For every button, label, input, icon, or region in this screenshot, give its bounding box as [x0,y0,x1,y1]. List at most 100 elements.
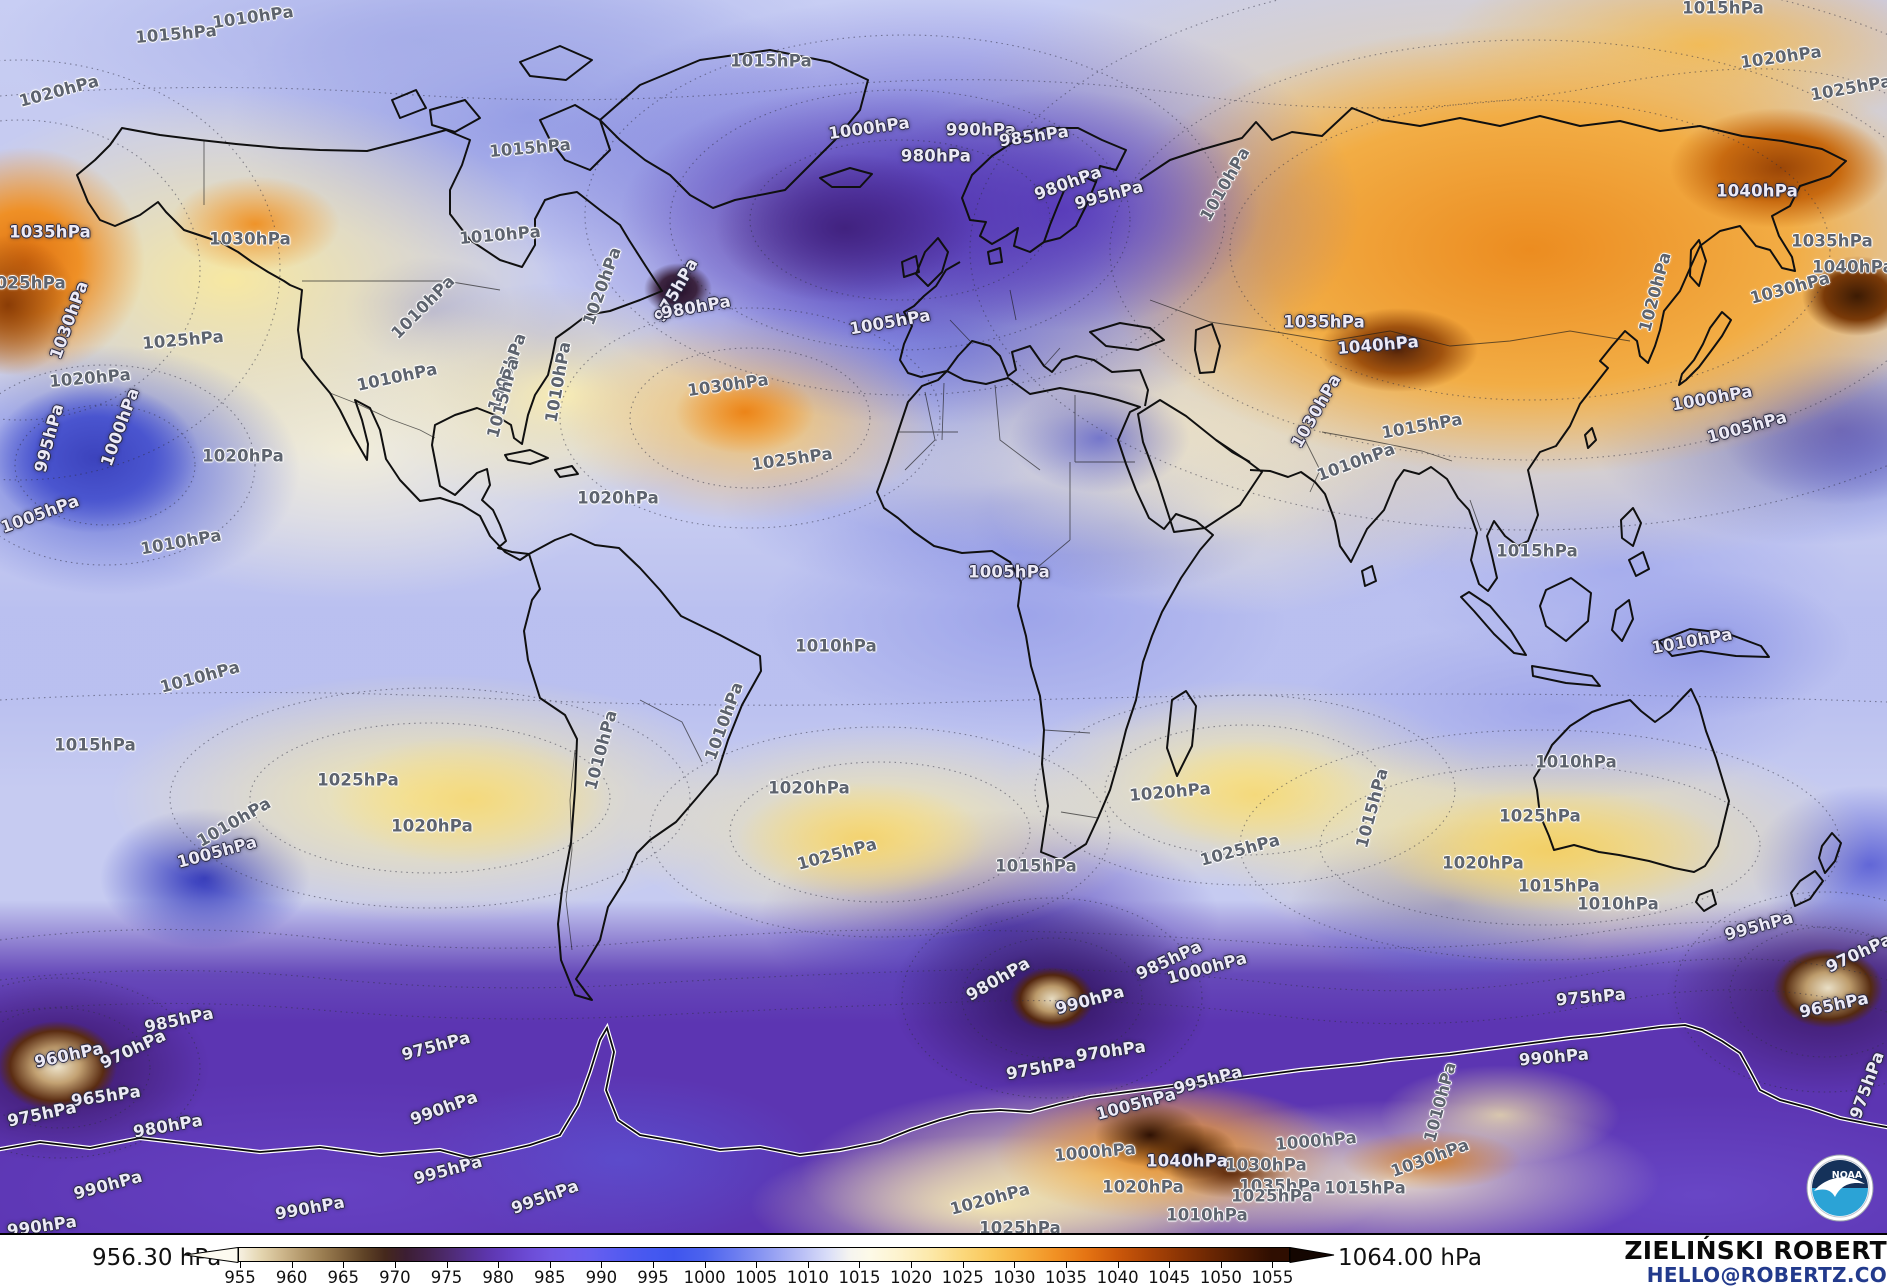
pressure-label: 1015hPa [1380,409,1464,443]
pressure-label: 1025hPa [141,326,225,354]
pressure-label: 1040hPa [1716,181,1798,201]
pressure-label: 1015hPa [1682,0,1764,18]
colorbar-tick-mark [240,1262,242,1268]
isobar-labels-layer: 1010hPa1015hPa1020hPa1035hPa1030hPa1025h… [0,0,1887,1233]
pressure-label: 1000hPa [97,385,143,469]
pressure-label: 1010hPa [139,525,223,559]
pressure-label: 1010hPa [581,708,621,792]
colorbar-tick-mark [343,1262,345,1268]
colorbar-tick-label: 1000 [683,1268,726,1287]
pressure-label: 1015hPa [995,856,1077,876]
colorbar-tick-mark [1169,1262,1171,1268]
colorbar-tick-label: 975 [430,1268,463,1287]
pressure-label: 980hPa [131,1110,205,1142]
colorbar-tick-mark [859,1262,861,1268]
colorbar-tick-label: 1010 [786,1268,829,1287]
pressure-label: 1010hPa [795,636,877,656]
pressure-label: 1035hPa [1239,1176,1321,1196]
pressure-label: 1015hPa [488,134,572,162]
pressure-label: 1015hPa [134,20,218,48]
pressure-label: 1015hPa [1324,1178,1406,1198]
pressure-label: 1020hPa [1635,250,1675,334]
colorbar-tick-label: 1050 [1199,1268,1242,1287]
pressure-label: 1030hPa [209,229,291,249]
pressure-label: 965hPa [1797,988,1871,1022]
pressure-label: 1020hPa [202,446,284,466]
pressure-label: 1020hPa [1442,853,1524,873]
pressure-label: 1010hPa [1314,439,1398,485]
colorbar-tick-label: 1025 [941,1268,984,1287]
noaa-logo: NOAA [1806,1154,1874,1222]
pressure-label: 1020hPa [577,488,659,508]
pressure-label: 995hPa [411,1151,485,1189]
pressure-label: 1000hPa [1053,1138,1137,1166]
pressure-label: 1040hPa [1812,257,1887,277]
pressure-label: 1010hPa [1196,143,1254,225]
pressure-label: 975hPa [399,1027,473,1065]
colorbar-tick-mark [807,1262,809,1268]
pressure-label: 1040hPa [1146,1151,1228,1171]
pressure-label: 980hPa [900,146,972,166]
credit-name: ZIELIŃSKI ROBERT [1624,1236,1887,1265]
pressure-label: 970hPa [97,1025,169,1073]
colorbar-right-arrow [1289,1247,1335,1263]
legend-footer: 956.30 hPa 955 960 965 970 975 980 985 990 995 10… [0,1235,1887,1287]
pressure-label: 965hPa [69,1081,143,1111]
pressure-label: 1005hPa [1705,407,1789,447]
pressure-label: 1020hPa [948,1179,1032,1219]
pressure-label: 970hPa [1823,929,1887,977]
colorbar-tick-mark [704,1262,706,1268]
pressure-label: 1020hPa [579,244,625,328]
colorbar-tick-mark [756,1262,758,1268]
pressure-label: 980hPa [962,953,1034,1005]
pressure-label: 1020hPa [1128,778,1212,806]
pressure-label: 970hPa [1074,1036,1148,1066]
pressure-label: 1015hPa [730,51,812,71]
pressure-label: 1010hPa [1577,894,1659,914]
pressure-label: 1010hPa [1166,1205,1248,1225]
pressure-label: 1020hPa [17,71,101,111]
colorbar-tick-label: 965 [327,1268,360,1287]
colorbar-tick-label: 1020 [890,1268,933,1287]
colorbar-tick-mark [1220,1262,1222,1268]
pressure-label: 975hPa [1555,984,1627,1010]
colorbar-tick-mark [446,1262,448,1268]
colorbar-tick-mark [1272,1262,1274,1268]
pressure-label: 1020hPa [1739,41,1823,73]
colorbar-min-value: 956.30 hPa [92,1245,222,1271]
colorbar-ticks: 955 960 965 970 975 980 985 990 995 1000 1005 1010 1… [224,1262,1294,1287]
pressure-label: 1015hPa [1518,876,1600,896]
pressure-label: 1005hPa [848,305,932,339]
pressure-label: 995hPa [30,401,68,475]
pressure-label: 1010hPa [458,221,542,249]
colorbar-max-value: 1064.00 hPa [1338,1245,1482,1271]
colorbar-tick-label: 980 [482,1268,514,1287]
pressure-label: 1025hPa [0,273,66,293]
pressure-label: 975hPa [1846,1048,1887,1122]
pressure-label: 1010hPa [701,679,747,763]
colorbar-tick-mark [291,1262,293,1268]
pressure-label: 1025hPa [979,1218,1061,1235]
colorbar-tick-mark [549,1262,551,1268]
pressure-label: 990hPa [71,1166,145,1204]
colorbar-tick-mark [911,1262,913,1268]
pressure-label: 1010hPa [387,271,459,343]
colorbar-tick-label: 1040 [1096,1268,1139,1287]
colorbar-tick-mark [498,1262,500,1268]
pressure-label: 1025hPa [1499,806,1581,826]
pressure-label: 995hPa [1722,907,1796,945]
pressure-label: 1010hPa [1650,624,1734,658]
pressure-label: 1035hPa [1791,231,1873,251]
pressure-label: 1030hPa [686,369,770,401]
pressure-label: 1005hPa [968,562,1050,582]
colorbar-tick-mark [1065,1262,1067,1268]
colorbar-tick-label: 1055 [1251,1268,1294,1287]
pressure-label: 1025hPa [317,770,399,790]
colorbar-tick-label: 985 [534,1268,566,1287]
pressure-label: 1010hPa [211,1,295,33]
pressure-label: 1020hPa [48,364,132,392]
colorbar-left-arrow [184,1247,239,1263]
colorbar [238,1247,1290,1262]
colorbar-tick-label: 1015 [838,1268,881,1287]
pressure-label: 1000hPa [1670,381,1754,415]
